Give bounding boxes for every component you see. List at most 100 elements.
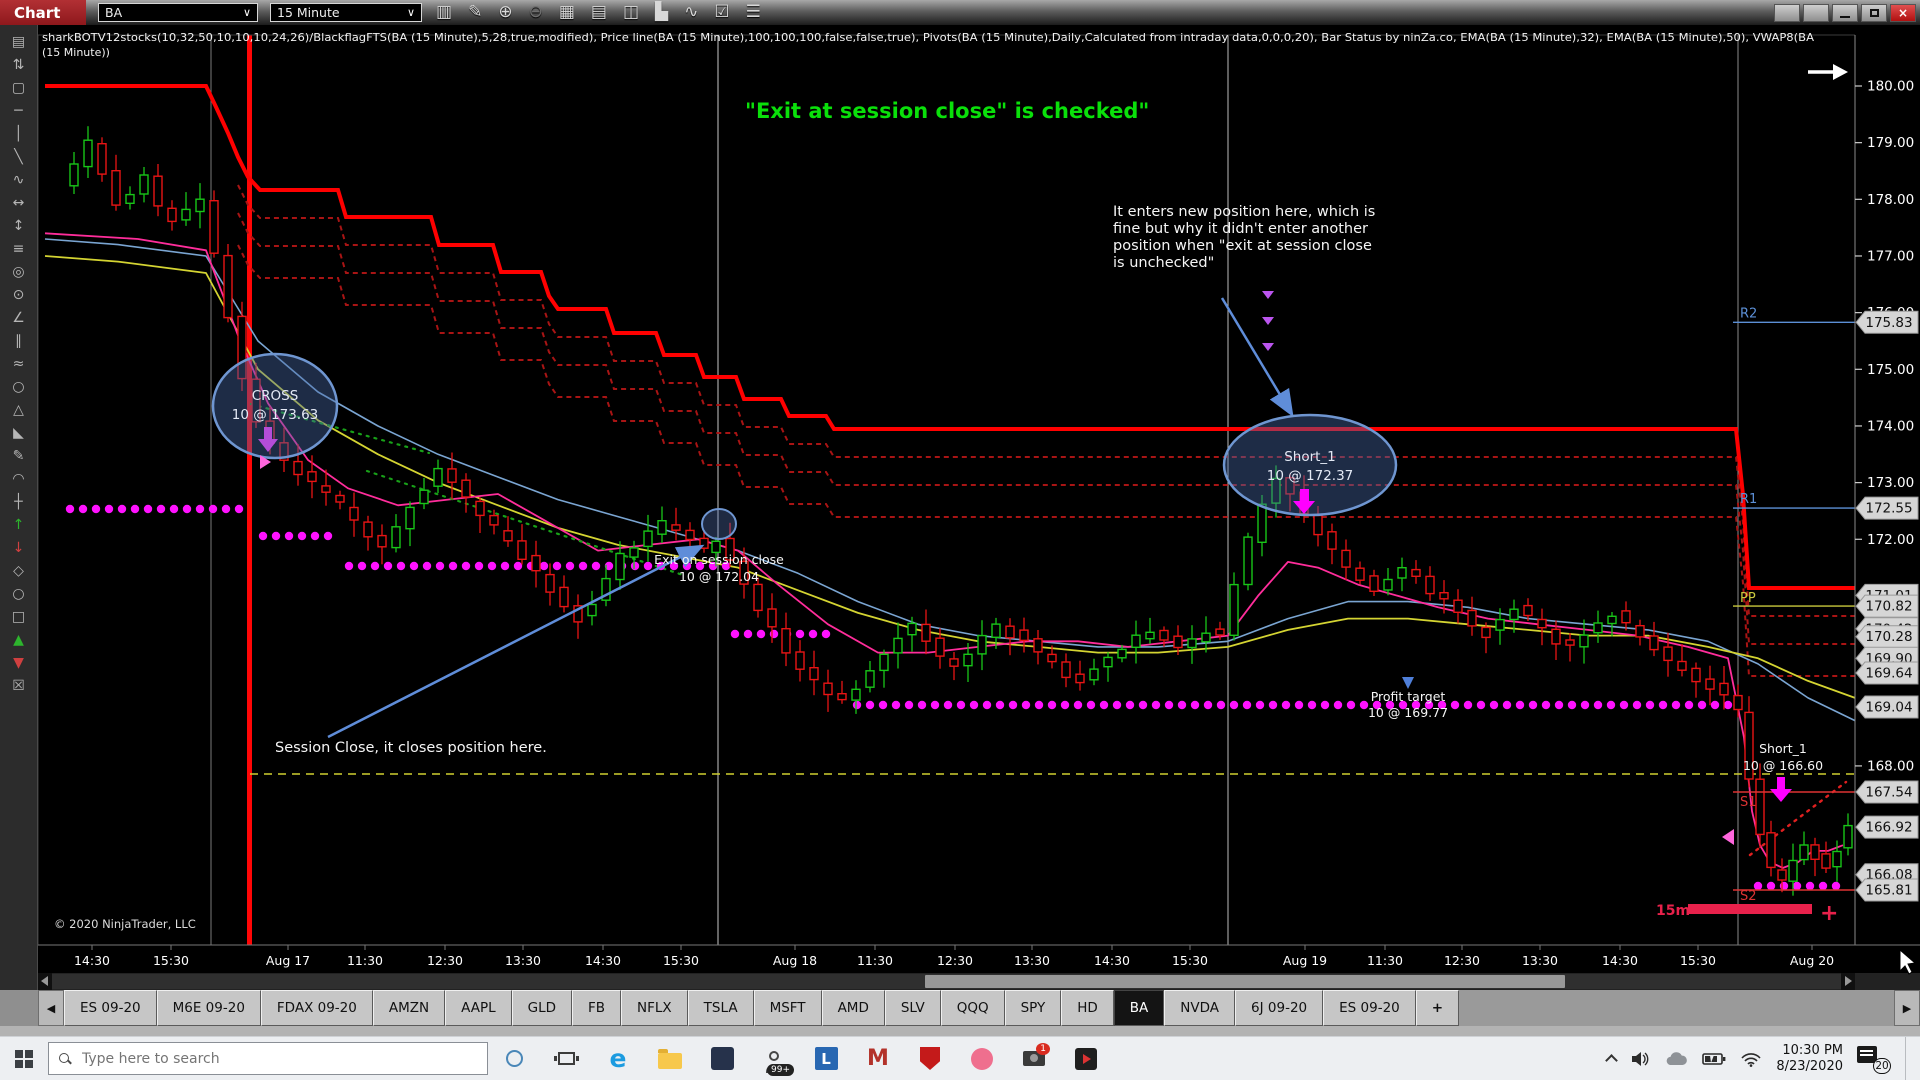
calculator-button[interactable] <box>696 1037 748 1080</box>
chart-style-icon[interactable]: ▥ <box>436 2 453 22</box>
profit-target-label[interactable]: Profit target <box>1371 689 1446 704</box>
window-button-extra-1[interactable] <box>1774 3 1800 22</box>
search-input[interactable] <box>80 1049 460 1068</box>
strategies-icon[interactable]: ☑ <box>714 2 730 22</box>
cross-entry-bubble[interactable] <box>211 352 339 460</box>
tab-es-09-20[interactable]: ES 09-20 <box>1323 990 1416 1026</box>
remove-drawing-icon[interactable]: ☒ <box>12 678 25 694</box>
tab-fdax-09-20[interactable]: FDAX 09-20 <box>260 990 373 1026</box>
region-highlight-icon[interactable]: ◣ <box>13 425 24 441</box>
battery-icon[interactable] <box>1702 1052 1726 1066</box>
tray-expand-icon[interactable] <box>1605 1054 1619 1067</box>
vertical-line-icon[interactable]: │ <box>14 126 23 142</box>
time-axis[interactable]: 14:30 15:30 Aug 17 11:30 12:30 13:30 14:30 15:3… <box>38 944 1920 973</box>
triangle-up-marker-icon[interactable]: ▲ <box>13 632 24 648</box>
tab-6j-09-20[interactable]: 6J 09-20 <box>1235 990 1324 1026</box>
triangle-down-marker-icon[interactable]: ▼ <box>13 655 24 671</box>
note-enters-line1[interactable]: It enters new position here, which is <box>1113 204 1375 220</box>
pencil-tool-icon[interactable]: ✎ <box>12 448 25 464</box>
tab-scroll-left[interactable]: ◀ <box>38 990 64 1026</box>
cortana-button[interactable] <box>488 1037 540 1080</box>
tab-gld[interactable]: GLD <box>511 990 572 1026</box>
arrow-down-marker-icon[interactable]: ↓ <box>12 540 25 556</box>
horizontal-line-icon[interactable]: ─ <box>14 103 23 119</box>
tab-nflx[interactable]: NFLX <box>621 990 688 1026</box>
tab-nvda[interactable]: NVDA <box>1164 990 1236 1026</box>
tab-es-09-20[interactable]: ES 09-20 <box>64 990 157 1026</box>
tab-scroll-right[interactable]: ▶ <box>1894 990 1920 1026</box>
panels-icon[interactable]: ◫ <box>622 2 639 22</box>
people-button[interactable]: 99+ <box>748 1037 800 1080</box>
linkedin-button[interactable]: L <box>800 1037 852 1080</box>
restore-button[interactable] <box>1861 3 1887 22</box>
tab-msft[interactable]: MSFT <box>753 990 822 1026</box>
properties-icon[interactable]: ☰ <box>745 2 761 22</box>
ellipse-tool-icon[interactable]: ○ <box>12 379 25 395</box>
short2-label[interactable]: Short_1 <box>1759 741 1807 756</box>
tab-hd[interactable]: HD <box>1061 990 1114 1026</box>
notification-center-button[interactable]: 20 <box>1857 1044 1891 1074</box>
tab-m6e-09-20[interactable]: M6E 09-20 <box>156 990 261 1026</box>
tab-amd[interactable]: AMD <box>821 990 885 1026</box>
tab-spy[interactable]: SPY <box>1004 990 1062 1026</box>
grid-icon[interactable]: ▦ <box>558 2 575 22</box>
fib-retracement-icon[interactable]: ≡ <box>12 241 25 257</box>
note-arrow-to-short1[interactable] <box>1220 297 1294 418</box>
h-scrollbar-thumb[interactable] <box>925 975 1565 988</box>
target-icon[interactable]: ⊙ <box>12 287 25 303</box>
speaker-icon[interactable] <box>1630 1051 1650 1067</box>
angle-tool-icon[interactable]: ∠ <box>12 310 25 326</box>
exit-circle-bubble[interactable] <box>701 508 737 540</box>
system-clock[interactable]: 10:30 PM 8/23/2020 <box>1776 1043 1843 1075</box>
show-desktop-button[interactable] <box>1905 1036 1910 1080</box>
interval-dropdown[interactable]: 15 Minute ∨ <box>270 3 422 22</box>
tab-slv[interactable]: SLV <box>884 990 941 1026</box>
window-button-extra-2[interactable] <box>1803 3 1829 22</box>
add-tab-button[interactable]: + <box>1415 990 1460 1026</box>
zoom-out-icon[interactable]: ⊖ <box>528 2 543 22</box>
region-select-icon[interactable]: ▢ <box>11 80 26 96</box>
arrow-up-marker-icon[interactable]: ↑ <box>12 517 25 533</box>
close-button[interactable]: × <box>1890 3 1916 22</box>
flamingo-app-button[interactable] <box>956 1037 1008 1080</box>
start-button[interactable] <box>0 1037 48 1080</box>
parallel-channel-icon[interactable]: ∥ <box>15 333 22 349</box>
wifi-icon[interactable] <box>1740 1051 1762 1067</box>
price-axis[interactable]: 180.00179.00178.00177.00176.00175.00174.… <box>1854 25 1920 973</box>
tab-ba[interactable]: BA <box>1113 990 1165 1026</box>
notes-tool-icon[interactable]: ▤ <box>11 34 26 50</box>
tab-fb[interactable]: FB <box>572 990 622 1026</box>
wave-tool-icon[interactable]: ≈ <box>12 356 25 372</box>
edge-button[interactable]: e <box>592 1037 644 1080</box>
indicators-icon[interactable]: ∿ <box>684 2 699 22</box>
note-arrow-to-exit[interactable] <box>327 544 705 739</box>
short1-entry-bubble[interactable] <box>1222 413 1398 517</box>
mail-button[interactable]: M <box>852 1037 904 1080</box>
note-session-close-text[interactable]: Session Close, it closes position here. <box>275 740 547 756</box>
zoom-in-icon[interactable]: ⊕ <box>498 2 513 22</box>
diamond-marker-icon[interactable]: ◇ <box>13 563 24 579</box>
tab-amzn[interactable]: AMZN <box>372 990 446 1026</box>
tab-tsla[interactable]: TSLA <box>687 990 754 1026</box>
bar-type-icon[interactable]: ▙ <box>655 2 669 22</box>
camera-app-button[interactable]: 1 <box>1008 1037 1060 1080</box>
tab-aapl[interactable]: AAPL <box>445 990 512 1026</box>
taskbar-search-box[interactable] <box>48 1042 488 1075</box>
data-series-icon[interactable]: ▤ <box>590 2 607 22</box>
vertical-scale-icon[interactable]: ⇅ <box>12 57 25 73</box>
symbol-dropdown[interactable]: BA ∨ <box>98 3 258 22</box>
mcafee-button[interactable] <box>904 1037 956 1080</box>
drawing-tools-icon[interactable]: ✎ <box>468 2 483 22</box>
dot-marker-icon[interactable]: ○ <box>12 586 25 602</box>
fib-circle-icon[interactable]: ◎ <box>12 264 25 280</box>
price-range-icon[interactable]: ↕ <box>12 218 25 234</box>
extended-line-icon[interactable]: ↔ <box>12 195 25 211</box>
file-explorer-button[interactable] <box>644 1037 696 1080</box>
trend-line-icon[interactable]: ╲ <box>14 149 23 165</box>
arc-tool-icon[interactable]: ◠ <box>12 471 25 487</box>
crosshair-icon[interactable]: ┼ <box>14 494 23 510</box>
triangle-tool-icon[interactable]: △ <box>13 402 24 418</box>
square-marker-icon[interactable]: □ <box>11 609 26 625</box>
minimize-button[interactable] <box>1832 3 1858 22</box>
squiggle-line-icon[interactable]: ∿ <box>12 172 25 188</box>
